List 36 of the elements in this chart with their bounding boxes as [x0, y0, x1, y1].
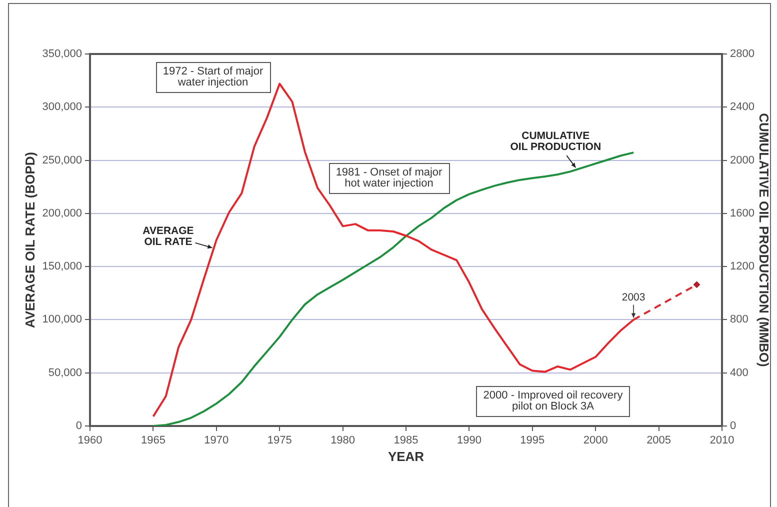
x-tick-label: 1995: [520, 434, 545, 447]
y-tick-label: 0: [76, 420, 82, 432]
annotation: 2000 - Improved oil recovery pilot on Block 3A: [483, 390, 624, 413]
y2-tick-label: 400: [730, 366, 748, 379]
y-tick-label: 100,000: [42, 314, 82, 326]
y2-tick-label: 1200: [730, 260, 754, 273]
annotation: 2003: [622, 292, 646, 304]
x-tick-label: 1975: [267, 434, 292, 447]
x-tick-label: 2005: [646, 434, 672, 447]
x-tick-label: 1980: [330, 434, 356, 447]
y-axis-title: AVERAGE OIL RATE (BOPD): [22, 152, 38, 328]
y2-tick-label: 2000: [730, 154, 754, 166]
x-tick-label: 1960: [78, 434, 102, 447]
x-tick-label: 1990: [456, 434, 482, 447]
y2-tick-label: 2800: [730, 48, 754, 60]
x-tick-label: 1965: [140, 434, 166, 447]
x-axis-title: YEAR: [388, 448, 425, 464]
annotation: 1972 - Start of major water injection: [162, 66, 264, 89]
annotation: 1981 - Onset of major hot water injection: [336, 166, 443, 190]
x-tick-label: 1985: [394, 434, 418, 447]
y2-axis-title: CUMULATIVE OIL PRODUCTION (MMBO): [756, 113, 772, 367]
y2-tick-label: 800: [730, 314, 748, 326]
y-tick-label: 350,000: [42, 48, 82, 60]
x-tick-label: 2010: [710, 434, 734, 447]
y-tick-label: 300,000: [42, 101, 82, 114]
y-tick-label: 50,000: [48, 366, 82, 379]
y2-tick-label: 0: [730, 420, 736, 432]
series-label: AVERAGE OIL RATE: [142, 225, 194, 248]
y2-tick-label: 1600: [730, 207, 754, 220]
y-tick-label: 150,000: [42, 260, 82, 273]
series-label: CUMULATIVE OIL PRODUCTION: [510, 130, 602, 153]
y-tick-label: 200,000: [42, 207, 82, 220]
y2-tick-label: 2400: [730, 101, 754, 114]
y-tick-label: 250,000: [42, 154, 82, 166]
x-tick-label: 2000: [583, 434, 608, 447]
x-tick-label: 1970: [204, 434, 229, 447]
